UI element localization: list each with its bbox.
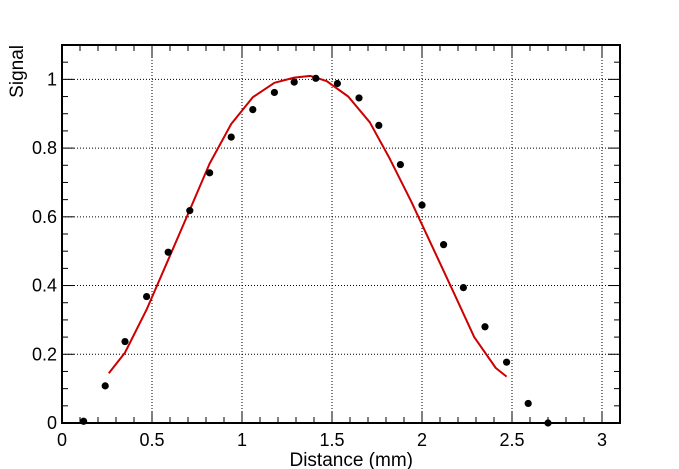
data-point xyxy=(290,78,298,86)
axis-ticks xyxy=(61,44,620,424)
data-point xyxy=(143,292,151,301)
y-tick-label: 1 xyxy=(47,69,57,89)
data-point xyxy=(333,79,341,88)
x-tick-label: 3 xyxy=(597,430,607,450)
x-tick-label: 1.5 xyxy=(319,430,344,450)
data-point xyxy=(101,382,109,390)
y-tick-label: 0.6 xyxy=(32,207,57,227)
x-tick-label: 2 xyxy=(417,430,427,450)
data-point xyxy=(375,121,383,130)
data-point xyxy=(418,201,426,209)
y-tick-label: 0 xyxy=(47,413,57,433)
grid-lines xyxy=(62,45,620,423)
x-axis-title: Distance (mm) xyxy=(289,450,413,469)
data-point xyxy=(440,241,448,249)
fit-curve xyxy=(108,74,508,378)
fit-curve-layer xyxy=(108,74,508,378)
y-tick-label: 0.8 xyxy=(32,138,57,158)
data-point xyxy=(249,106,257,114)
data-point xyxy=(121,337,129,346)
data-point xyxy=(524,399,532,408)
y-axis-title: Signal xyxy=(7,45,28,98)
y-tick-label: 0.4 xyxy=(32,276,57,296)
y-tick-label: 0.2 xyxy=(32,344,57,364)
x-tick-label: 0.5 xyxy=(139,430,164,450)
tick-labels: 0 0.5 1 1.5 2 2.5 3 0 0.2 0.4 0.6 0.8 1 xyxy=(32,69,607,450)
data-point xyxy=(227,133,235,141)
data-point xyxy=(503,358,511,366)
data-point xyxy=(481,323,489,331)
data-point xyxy=(206,169,214,177)
x-tick-label: 0 xyxy=(57,430,67,450)
x-tick-label: 2.5 xyxy=(499,430,524,450)
data-point xyxy=(186,207,194,215)
x-tick-label: 1 xyxy=(237,430,247,450)
data-point xyxy=(459,284,467,292)
data-point xyxy=(270,88,278,97)
data-point xyxy=(312,74,320,82)
data-point xyxy=(355,94,363,102)
data-point xyxy=(396,160,404,169)
data-point xyxy=(164,248,172,256)
